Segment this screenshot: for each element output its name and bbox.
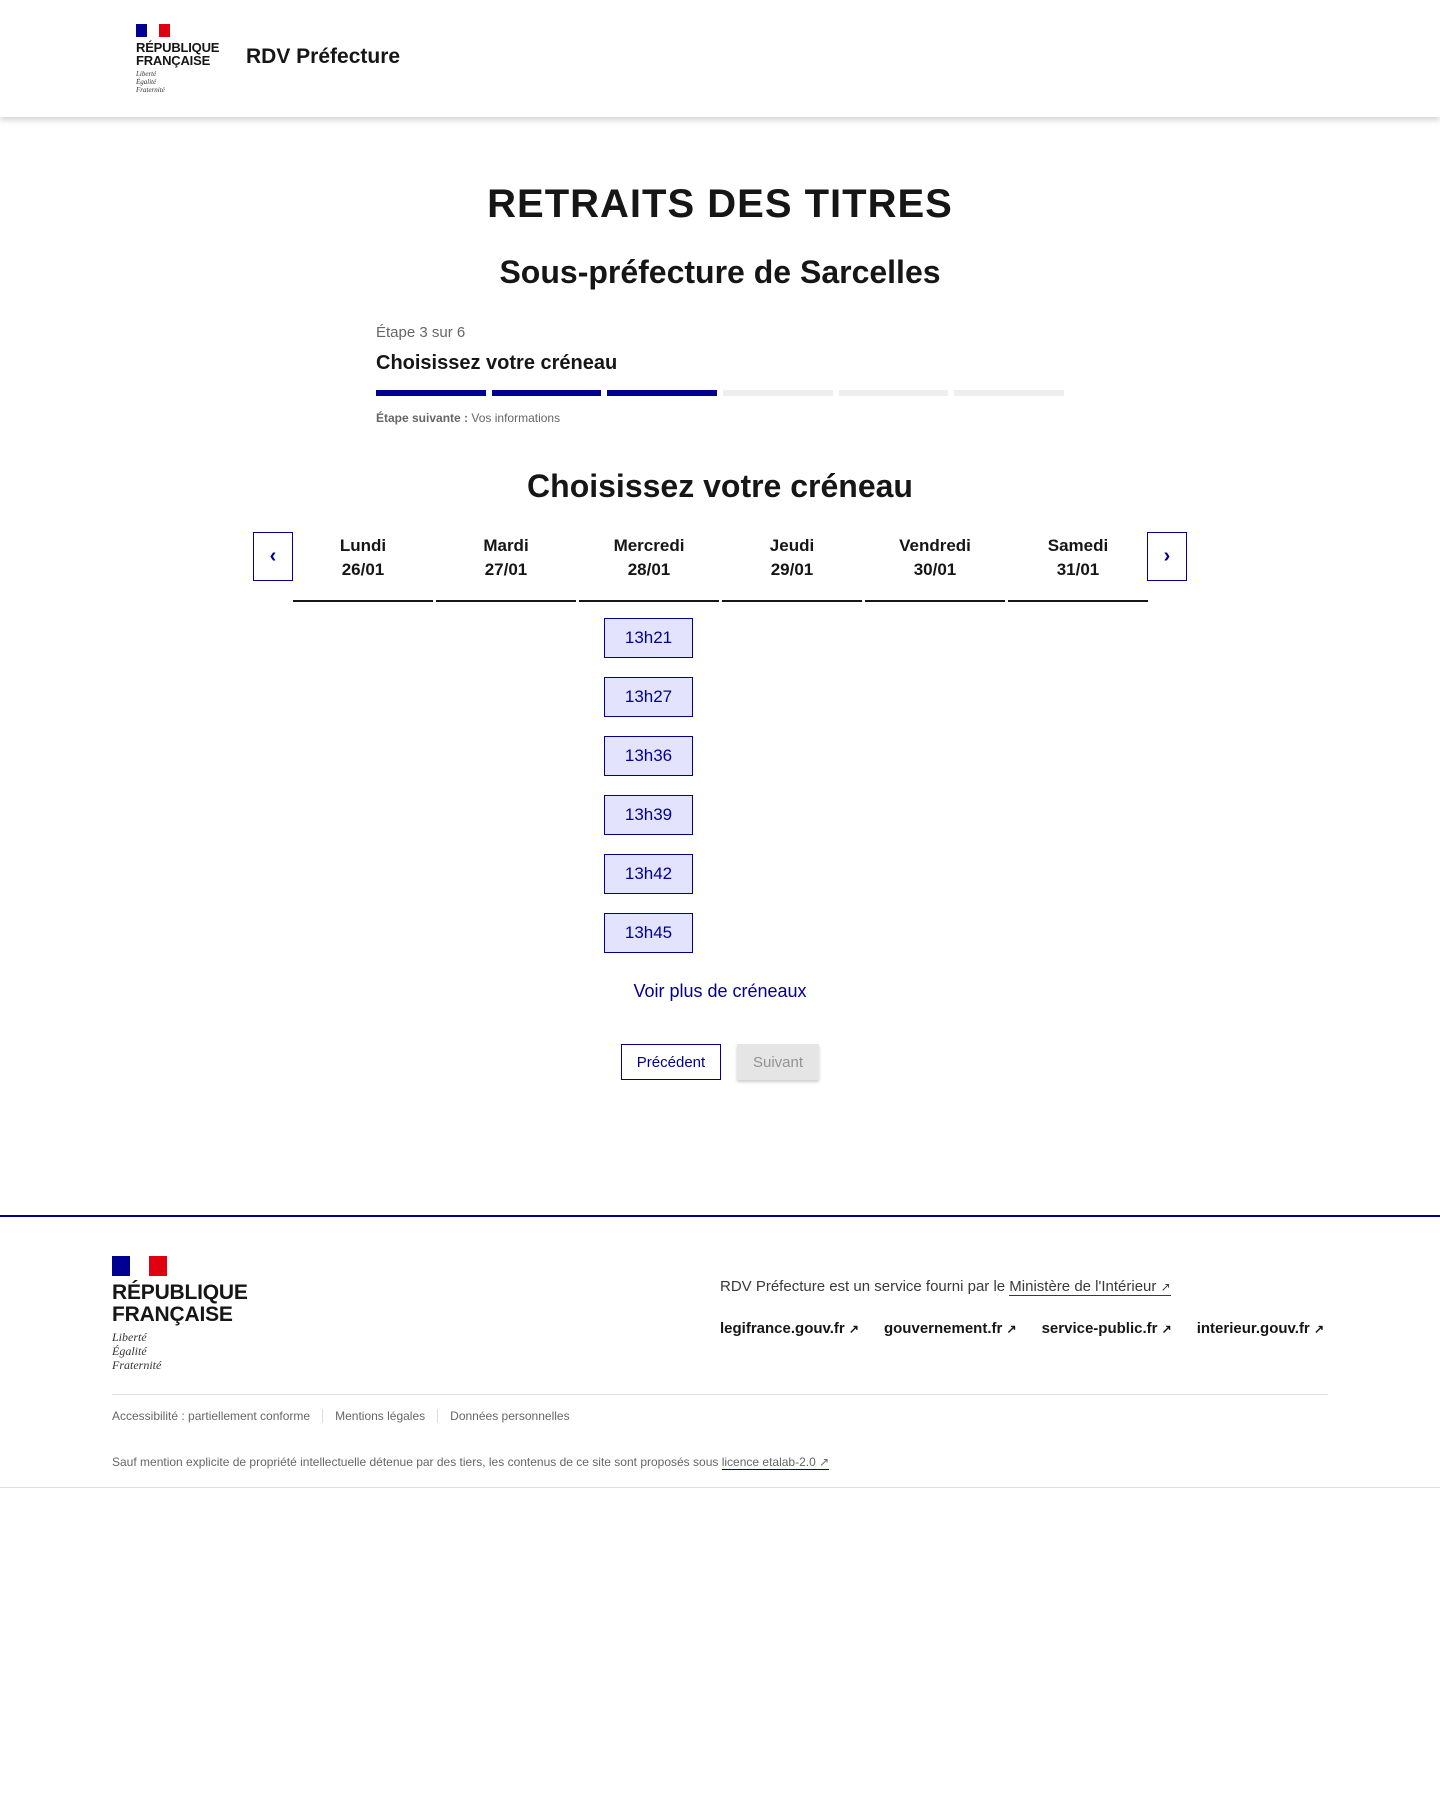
stepper-next: Étape suivante : Vos informations xyxy=(376,411,561,425)
step-bar xyxy=(607,390,718,396)
license-link[interactable]: licence etalab-2.0 ↗ xyxy=(721,1455,830,1470)
step-bar xyxy=(838,390,949,396)
day-date: 28/01 xyxy=(627,560,671,579)
flag-icon xyxy=(136,24,170,37)
stepper-title: Choisissez votre créneau xyxy=(376,352,618,374)
day-column: Lundi 26/01 xyxy=(293,532,433,602)
day-underline xyxy=(1008,600,1148,602)
footer-top-border xyxy=(0,1215,1440,1217)
day-name: Vendredi xyxy=(899,536,971,555)
next-week-button[interactable]: › xyxy=(1147,532,1187,581)
step-bar xyxy=(954,390,1065,396)
day-column: Mercredi 28/01 xyxy=(579,532,719,602)
time-slot-button[interactable]: 13h21 xyxy=(604,618,693,658)
day-column: Vendredi 30/01 xyxy=(865,532,1005,602)
previous-button[interactable]: Précédent xyxy=(621,1044,721,1080)
page-subtitle: Sous-préfecture de Sarcelles xyxy=(499,254,941,290)
time-slot-button[interactable]: 13h42 xyxy=(604,854,693,894)
footer-links: legifrance.gouv.fr ↗ gouvernement.fr ↗ ser… xyxy=(720,1320,1324,1337)
stepper-state: Étape 3 sur 6 xyxy=(376,324,466,341)
site-title[interactable]: RDV Préfecture xyxy=(246,45,401,68)
day-column: Samedi 31/01 xyxy=(1008,532,1148,602)
day-underline xyxy=(722,600,862,602)
footer-link[interactable]: interieur.gouv.fr ↗ xyxy=(1196,1320,1325,1337)
day-header: Samedi 31/01 xyxy=(1008,532,1148,582)
day-underline xyxy=(293,600,433,602)
license-text: Sauf mention explicite de propriété inte… xyxy=(112,1455,830,1470)
more-slots-link[interactable]: Voir plus de créneaux xyxy=(633,981,807,1001)
day-name: Mercredi xyxy=(613,536,685,555)
external-link-icon: ↗ xyxy=(1161,1322,1172,1336)
flag-icon xyxy=(112,1256,167,1276)
day-date: 27/01 xyxy=(484,560,528,579)
day-name: Samedi xyxy=(1047,536,1109,555)
day-date: 26/01 xyxy=(341,560,385,579)
footer-link[interactable]: legifrance.gouv.fr ↗ xyxy=(720,1320,859,1337)
ministry-link[interactable]: Ministère de l'Intérieur ↗ xyxy=(1009,1278,1171,1296)
footer-bottom-link[interactable]: Données personnelles xyxy=(437,1409,581,1423)
external-link-icon: ↗ xyxy=(848,1322,859,1336)
external-link-icon: ↗ xyxy=(819,1455,830,1469)
day-underline xyxy=(865,600,1005,602)
external-link-icon: ↗ xyxy=(1006,1322,1017,1336)
footer-service-text: RDV Préfecture est un service fourni par… xyxy=(720,1278,1171,1296)
day-name: Lundi xyxy=(339,536,387,555)
day-date: 29/01 xyxy=(770,560,814,579)
calendar-days: Lundi 26/01 Mardi 27/01 Mercredi 28/01 Jeudi 29… xyxy=(293,532,1148,602)
day-header: Jeudi 29/01 xyxy=(722,532,862,582)
day-name: Jeudi xyxy=(769,536,815,555)
chevron-right-icon: › xyxy=(1163,545,1171,567)
day-header: Vendredi 30/01 xyxy=(865,532,1005,582)
time-slot-button[interactable]: 13h27 xyxy=(604,677,693,717)
footer-logo[interactable]: RÉPUBLIQUE FRANÇAISE Liberté Égalité Fra… xyxy=(112,1256,248,1372)
step-bar xyxy=(723,390,833,396)
external-link-icon: ↗ xyxy=(1313,1322,1325,1336)
footer-bottom-link[interactable]: Accessibilité : partiellement conforme xyxy=(112,1409,311,1423)
day-date: 30/01 xyxy=(913,560,957,579)
day-underline xyxy=(579,600,719,602)
day-header: Mercredi 28/01 xyxy=(579,532,719,582)
republique-francaise-logo[interactable]: RÉPUBLIQUE FRANÇAISE Liberté Égalité Fra… xyxy=(136,24,219,94)
chevron-left-icon: ‹ xyxy=(269,545,277,567)
day-date: 31/01 xyxy=(1056,560,1100,579)
day-name: Mardi xyxy=(483,536,529,555)
calendar-heading: Choisissez votre créneau xyxy=(527,468,913,504)
day-column: Jeudi 29/01 xyxy=(722,532,862,602)
footer-bottom-border xyxy=(0,1487,1440,1488)
day-underline xyxy=(436,600,576,602)
time-slot-button[interactable]: 13h39 xyxy=(604,795,693,835)
day-header: Mardi 27/01 xyxy=(436,532,576,582)
step-bar xyxy=(491,390,602,396)
step-bar xyxy=(376,390,486,396)
page-title: RETRAITS DES TITRES xyxy=(487,182,953,226)
footer-link[interactable]: gouvernement.fr ↗ xyxy=(883,1320,1017,1337)
day-column: Mardi 27/01 xyxy=(436,532,576,602)
footer-bottom-links: Accessibilité : partiellement conforme Me… xyxy=(112,1409,582,1423)
time-slot-button[interactable]: 13h45 xyxy=(604,913,693,953)
external-link-icon: ↗ xyxy=(1160,1280,1171,1294)
previous-week-button[interactable]: ‹ xyxy=(253,532,293,581)
day-header: Lundi 26/01 xyxy=(293,532,433,582)
footer-divider xyxy=(112,1394,1328,1395)
header: RÉPUBLIQUE FRANÇAISE Liberté Égalité Fra… xyxy=(0,0,1440,117)
stepper-progress xyxy=(376,390,1065,396)
next-button[interactable]: Suivant xyxy=(737,1044,819,1080)
footer-bottom-link[interactable]: Mentions légales xyxy=(322,1409,437,1423)
footer-link[interactable]: service-public.fr ↗ xyxy=(1041,1320,1172,1337)
time-slot-button[interactable]: 13h36 xyxy=(604,736,693,776)
